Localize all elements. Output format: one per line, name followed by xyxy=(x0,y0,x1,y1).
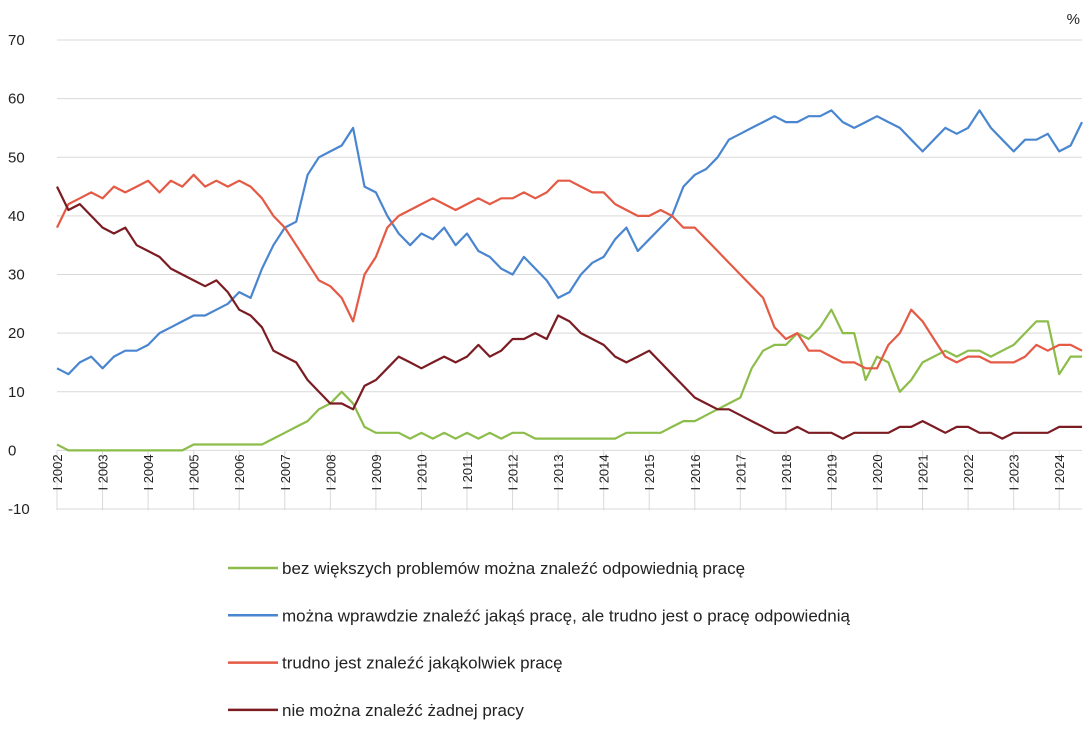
series-line xyxy=(56,109,1083,376)
y-tick-label: 10 xyxy=(8,384,25,401)
x-tick-label: I 2020 xyxy=(870,454,885,490)
y-tick-label: 40 xyxy=(8,208,25,225)
y-tick-label: -10 xyxy=(8,501,30,518)
y-tick-label: 20 xyxy=(8,325,25,342)
x-tick-label: I 2012 xyxy=(506,454,521,490)
y-tick-label: 0 xyxy=(8,442,16,459)
x-tick-label: I 2017 xyxy=(733,454,748,490)
x-tick-label: I 2018 xyxy=(779,454,794,490)
x-tick-label: I 2008 xyxy=(323,454,338,490)
x-tick-label: I 2004 xyxy=(141,454,156,490)
x-tick-label: I 2019 xyxy=(824,454,839,490)
y-tick-label: 50 xyxy=(8,149,25,166)
y-tick-label: 60 xyxy=(8,91,25,108)
series-line xyxy=(56,186,1082,440)
x-tick-label: I 2024 xyxy=(1052,454,1067,490)
x-tick-label: I 2011 xyxy=(460,454,475,489)
x-tick-label: I 2021 xyxy=(916,454,931,490)
y-tick-label: 30 xyxy=(8,267,25,284)
x-tick-label: I 2014 xyxy=(597,454,612,490)
x-tick-label: I 2009 xyxy=(369,454,384,490)
unit-label: % xyxy=(1067,11,1080,28)
x-tick-label: I 2016 xyxy=(688,454,703,490)
x-tick-label: I 2007 xyxy=(278,454,293,490)
y-tick-label: 70 xyxy=(8,32,25,49)
x-tick-label: I 2013 xyxy=(551,454,566,490)
series-line xyxy=(56,308,1082,452)
x-tick-label: I 2006 xyxy=(232,454,247,490)
x-tick-label: I 2002 xyxy=(50,454,65,490)
x-tick-label: I 2023 xyxy=(1007,454,1022,490)
x-tick-label: I 2005 xyxy=(187,454,202,490)
x-tick-label: I 2003 xyxy=(96,454,111,490)
x-tick-label: I 2015 xyxy=(642,454,657,490)
legend-label: nie można znaleźć żadnej pracy xyxy=(282,701,524,720)
legend-label: trudno jest znaleźć jakąkolwiek pracę xyxy=(282,654,563,673)
series-line xyxy=(56,173,1083,370)
x-tick-label: I 2010 xyxy=(414,454,429,490)
legend-label: bez większych problemów można znaleźć od… xyxy=(282,559,745,578)
x-tick-label: I 2022 xyxy=(961,454,976,490)
legend-label: można wprawdzie znaleźć jakąś pracę, ale… xyxy=(282,606,850,625)
